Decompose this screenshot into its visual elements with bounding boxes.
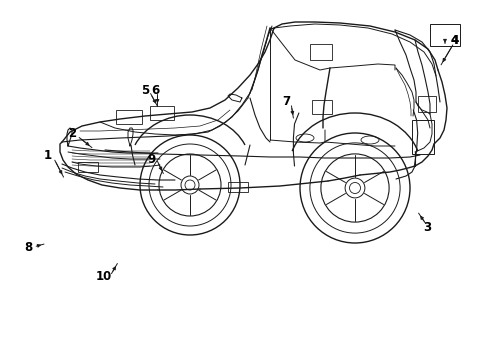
Bar	[311, 100, 331, 114]
Bar	[227, 182, 247, 192]
Text: 1: 1	[44, 149, 52, 162]
Text: 7: 7	[282, 95, 290, 108]
Text: 10: 10	[95, 270, 112, 283]
Bar	[309, 44, 331, 60]
Text: 2: 2	[68, 127, 76, 140]
Bar	[150, 106, 174, 120]
Text: 9: 9	[147, 153, 155, 166]
Text: 4: 4	[450, 34, 458, 47]
Text: 3: 3	[423, 221, 430, 234]
Bar	[417, 96, 435, 112]
Text: 6: 6	[151, 84, 159, 97]
Bar	[116, 110, 142, 124]
Bar	[429, 24, 459, 46]
Bar	[411, 120, 433, 154]
Text: 5: 5	[141, 84, 148, 97]
Text: 4: 4	[450, 34, 458, 47]
Text: 8: 8	[24, 241, 32, 254]
Bar	[78, 162, 98, 172]
